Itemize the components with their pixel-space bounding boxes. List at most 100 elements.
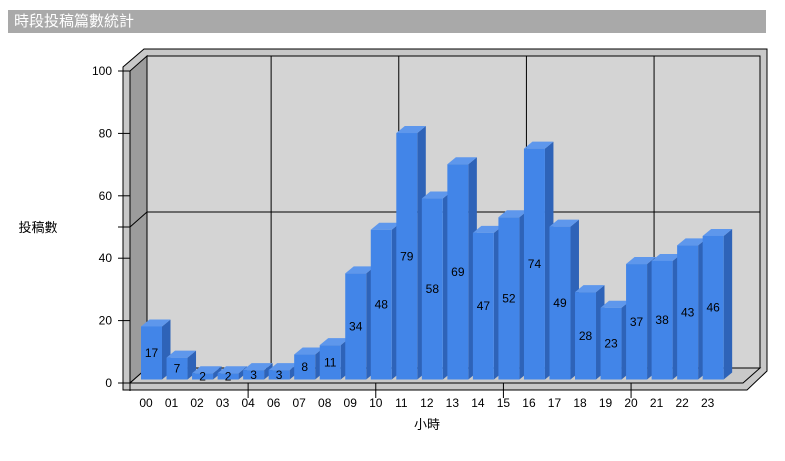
bar-value-label: 52 (502, 291, 516, 305)
bar (192, 373, 214, 380)
x-category-label: 14 (471, 396, 485, 410)
bar-top-face (345, 266, 375, 274)
bar-top-face (575, 285, 605, 293)
bar-top-face (166, 350, 197, 358)
bar (523, 148, 545, 380)
bar (243, 370, 265, 380)
bar (166, 357, 188, 380)
bar (472, 232, 494, 380)
bar (677, 245, 699, 380)
x-category-label: 15 (497, 396, 511, 410)
y-tick-label: 100 (92, 64, 112, 78)
x-axis-title: 小時 (414, 417, 440, 432)
bar-value-label: 17 (145, 346, 159, 360)
bar-top-face (396, 126, 426, 134)
x-category-label: 22 (675, 396, 689, 410)
bar-side-face (213, 366, 222, 380)
bar-value-label: 58 (426, 282, 440, 296)
bar (268, 370, 290, 380)
bar (421, 198, 443, 380)
bar-value-label: 34 (349, 319, 363, 333)
bar-side-face (723, 228, 733, 380)
bar-value-label: 49 (553, 296, 567, 310)
bar (702, 235, 724, 380)
x-category-label: 00 (139, 396, 153, 410)
bar-top-face (294, 347, 324, 355)
bar (626, 264, 648, 380)
bar (498, 217, 520, 380)
y-tick-label: 40 (99, 251, 113, 265)
x-category-label: 17 (548, 396, 562, 410)
bar (345, 273, 367, 380)
x-category-label: 12 (420, 396, 434, 410)
bar-top-face (549, 219, 579, 227)
bar-value-label: 48 (375, 298, 389, 312)
x-category-label: 21 (650, 396, 664, 410)
bar-value-label: 3 (276, 368, 283, 382)
bar-value-label: 2 (225, 369, 232, 383)
bar-value-label: 3 (250, 368, 257, 382)
bar-top-face (702, 228, 733, 236)
bar-value-label: 69 (451, 265, 465, 279)
bar-top-face (472, 225, 503, 233)
bar (600, 307, 622, 380)
bar (370, 229, 392, 380)
horizontal-gridline (129, 211, 760, 228)
y-tick-label: 60 (99, 189, 113, 203)
bar-top-face (421, 191, 452, 199)
x-category-label: 02 (190, 396, 204, 410)
bar-value-label: 28 (579, 329, 593, 343)
bar-value-label: 74 (528, 257, 542, 271)
x-category-label: 18 (573, 396, 587, 410)
bar-top-face (600, 300, 631, 308)
y-tick-label: 20 (99, 314, 113, 328)
x-category-label: 10 (369, 396, 383, 410)
y-tick-label: 80 (99, 126, 113, 140)
bar-top-face (192, 366, 222, 374)
x-category-label: 16 (522, 396, 536, 410)
bar (319, 345, 341, 380)
chart-title-text: 時段投稿篇數統計 (14, 13, 135, 30)
bar-value-label: 43 (681, 305, 695, 319)
x-category-label: 07 (293, 396, 307, 410)
bar-top-face (651, 253, 682, 261)
bar-top-face (498, 210, 528, 218)
x-category-label: 20 (624, 396, 638, 410)
bar-top-face (626, 257, 656, 265)
bar-value-label: 38 (655, 313, 669, 327)
x-category-label: 19 (599, 396, 613, 410)
x-category-label: 04 (241, 396, 255, 410)
bar (549, 226, 571, 380)
x-category-label: 08 (318, 396, 332, 410)
bar-value-label: 11 (324, 355, 337, 369)
bar-value-label: 37 (630, 315, 644, 329)
bar (447, 164, 469, 380)
bar-top-face (447, 157, 477, 165)
bar-top-face (268, 363, 299, 371)
x-category-label: 13 (446, 396, 460, 410)
bar-top-face (370, 222, 401, 230)
bar-side-face (264, 363, 273, 380)
bar (294, 354, 316, 380)
bar-top-face (141, 319, 171, 327)
bar (575, 292, 597, 380)
y-axis-title: 投稿數 (18, 220, 57, 235)
bar (396, 133, 418, 380)
bar-value-label: 46 (706, 301, 720, 315)
bar-value-label: 23 (604, 337, 618, 351)
x-category-label: 11 (395, 396, 408, 410)
x-category-label: 06 (267, 396, 281, 410)
x-category-label: 23 (701, 396, 715, 410)
bar-top-face (319, 338, 350, 346)
bar (651, 260, 673, 380)
bar-top-face (523, 141, 554, 149)
x-category-label: 01 (165, 396, 179, 410)
bar-value-label: 79 (400, 249, 414, 263)
bar-value-label: 2 (199, 369, 206, 383)
bar (141, 326, 162, 380)
chart-title-bar: 時段投稿篇數統計 (8, 10, 766, 33)
y-tick-label: 0 (105, 376, 112, 390)
